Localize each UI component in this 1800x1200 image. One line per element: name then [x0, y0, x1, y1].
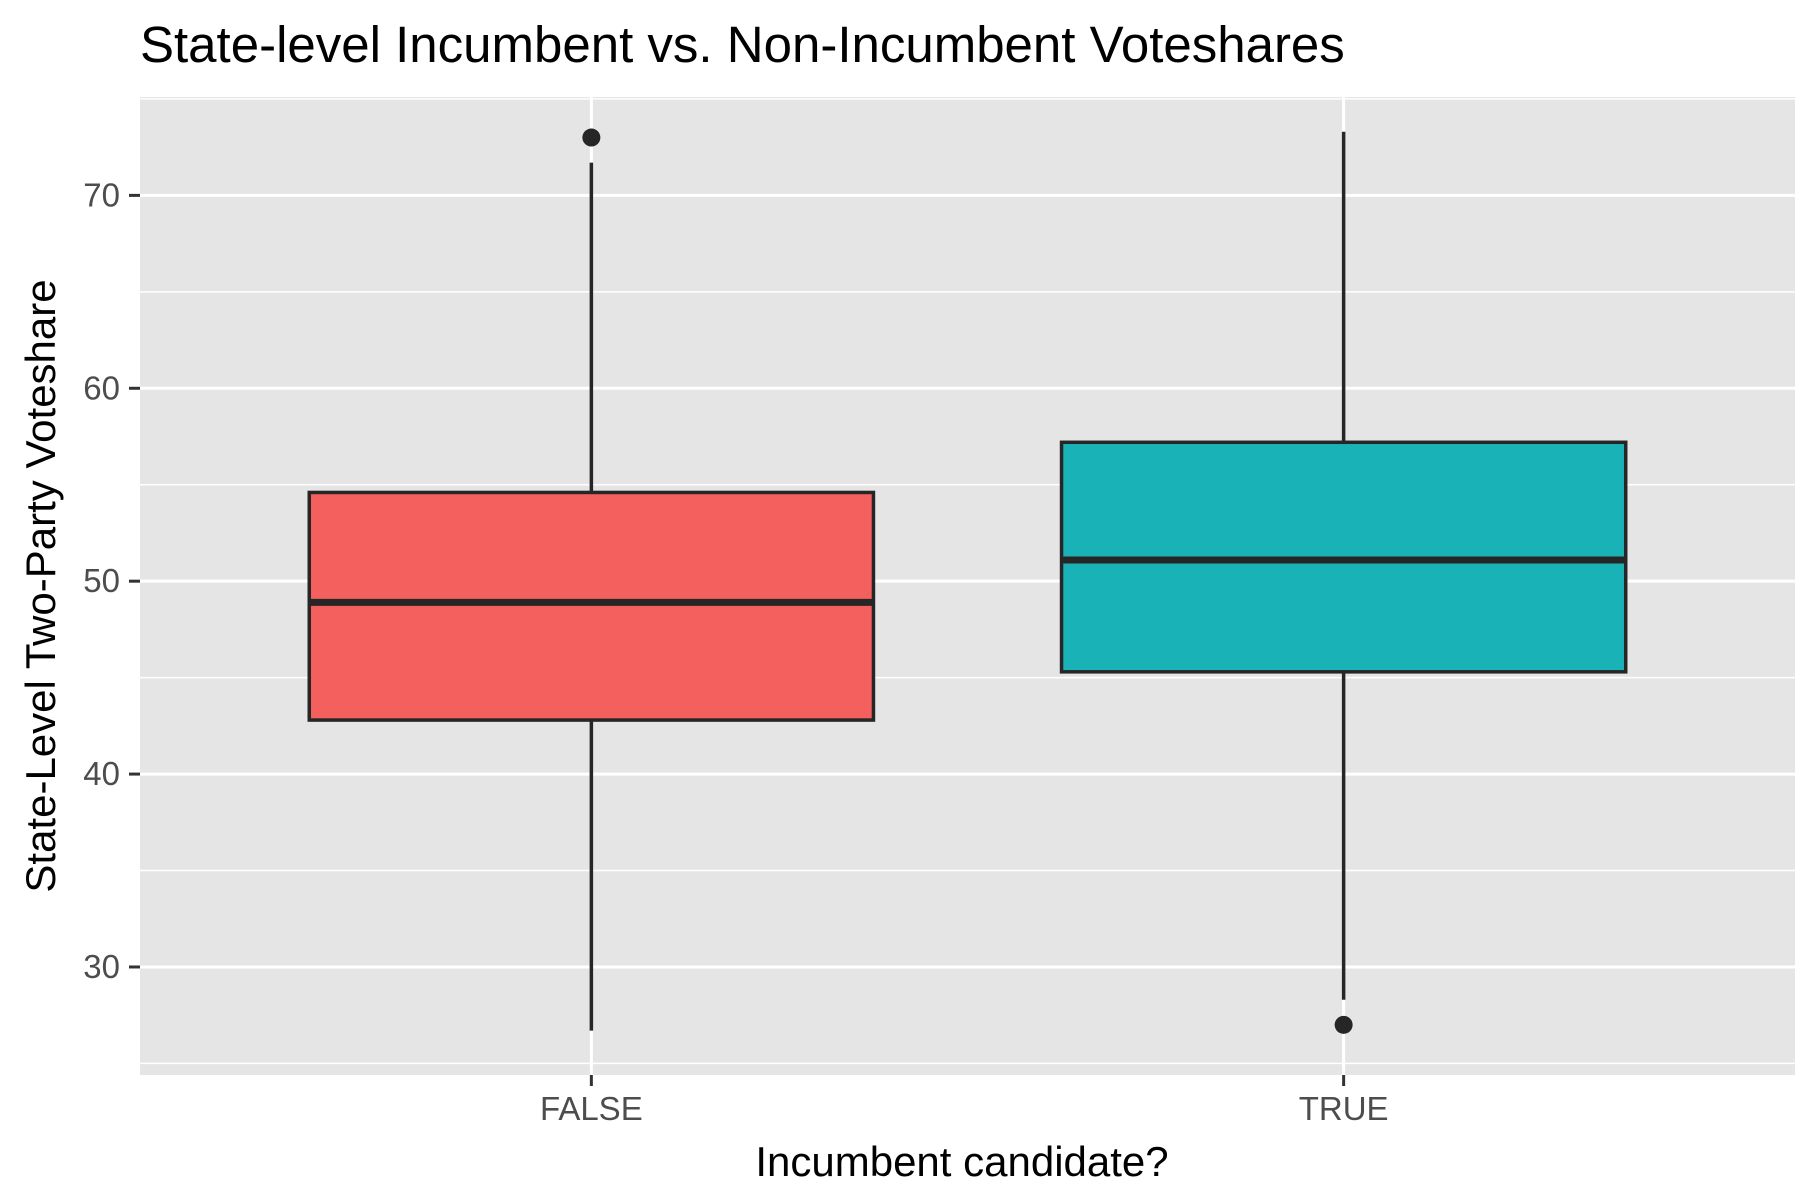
- outlier-point: [1334, 1015, 1353, 1034]
- chart-title: State-level Incumbent vs. Non-Incumbent …: [140, 16, 1345, 73]
- y-axis-title: State-Level Two-Party Voteshare: [17, 279, 64, 892]
- box-false: [307, 490, 876, 722]
- y-tick-label: 40: [83, 755, 120, 792]
- y-tick-label: 70: [83, 176, 120, 213]
- x-tick-label: TRUE: [1299, 1090, 1389, 1127]
- y-tick-label: 50: [83, 562, 120, 599]
- boxes: [307, 128, 1628, 1034]
- y-tick-label: 30: [83, 948, 120, 985]
- outlier-point: [582, 128, 601, 147]
- x-tick-label: FALSE: [540, 1090, 643, 1127]
- y-tick-label: 60: [83, 369, 120, 406]
- axes: 30 40 50 60 70 FALSE TRUE: [83, 176, 1388, 1127]
- x-axis-title: Incumbent candidate?: [755, 1138, 1168, 1185]
